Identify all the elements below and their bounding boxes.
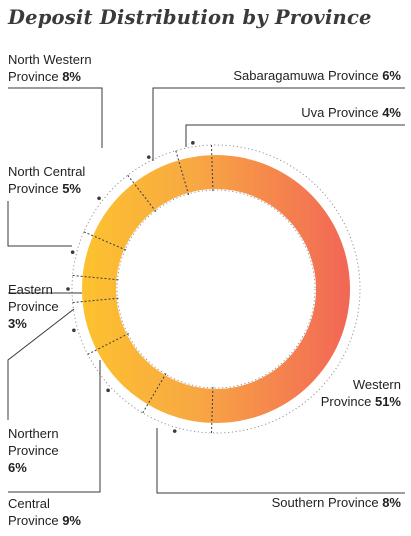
dot-eastern-province: [66, 287, 70, 291]
label-western: Western Province 51%: [320, 377, 401, 409]
divider-western-province: [210, 143, 214, 192]
divider-sabaragamuwa-province: [126, 173, 157, 212]
dot-north-western-province: [97, 196, 101, 201]
slice-western-province: [211, 155, 351, 423]
slice-north-central-province: [82, 235, 125, 280]
slice-central-province: [96, 334, 166, 405]
leader-line-north-central: [7, 201, 72, 247]
dot-northern-province: [72, 328, 76, 333]
slice-southern-province: [147, 375, 213, 423]
outer-dotted-ring: [71, 144, 361, 434]
leader-line-sabaragamuwa: [152, 87, 405, 161]
leader-line-northern: [7, 308, 75, 420]
leader-lines: [7, 87, 405, 494]
chart-title: Deposit Distribution by Province: [8, 6, 372, 29]
dot-central-province: [106, 388, 110, 393]
label-north-western: North Western Province 8%: [8, 52, 92, 84]
slice-eastern-province: [81, 276, 117, 302]
divider-southern-province: [210, 386, 214, 435]
label-anchor-dots: [66, 141, 195, 433]
slice-divider-lines: [70, 143, 214, 435]
leader-line-north-western: [8, 87, 103, 148]
dot-north-central-province: [70, 250, 75, 254]
dot-southern-province: [172, 429, 177, 433]
dot-sabaragamuwa-province: [147, 155, 151, 159]
label-sabaragamuwa: Sabaragamuwa Province 6%: [233, 68, 401, 83]
slice-north-western-province: [93, 183, 155, 250]
leader-line-southern: [156, 428, 405, 494]
leader-line-central: [8, 360, 101, 493]
label-central: Central Province 9%: [8, 496, 81, 528]
label-north-central: North Central Province 5%: [8, 164, 86, 196]
label-northern: Northern Province 6%: [8, 426, 59, 475]
slice-uva-province: [178, 155, 213, 193]
inner-dotted-ring: [116, 189, 316, 389]
divider-northern-province: [85, 333, 129, 356]
donut-ring: [81, 155, 351, 423]
label-uva: Uva Province 4%: [301, 105, 401, 120]
divider-uva-province: [174, 148, 190, 196]
divider-north-central-province: [70, 274, 119, 281]
divider-central-province: [141, 373, 167, 415]
dot-uva-province: [191, 141, 195, 145]
label-southern: Southern Province 8%: [271, 495, 401, 510]
divider-eastern-province: [70, 297, 119, 304]
divider-north-western-province: [81, 230, 127, 251]
leader-line-uva: [185, 124, 405, 147]
label-eastern: Eastern Province 3%: [8, 282, 59, 331]
slice-sabaragamuwa-province: [133, 160, 189, 210]
slice-northern-province: [82, 298, 127, 350]
